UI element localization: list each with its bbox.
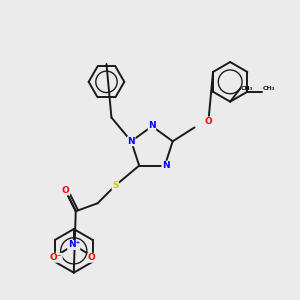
Text: O: O — [62, 186, 70, 195]
Text: O: O — [88, 253, 95, 262]
Text: N: N — [162, 161, 169, 170]
Text: N⁺: N⁺ — [68, 240, 80, 249]
Text: N: N — [128, 137, 135, 146]
Text: CH₃: CH₃ — [241, 86, 254, 91]
Text: N: N — [148, 121, 156, 130]
Text: S: S — [112, 181, 119, 190]
Text: O: O — [205, 117, 212, 126]
Text: CH₃: CH₃ — [263, 86, 276, 91]
Text: O⁻: O⁻ — [50, 253, 62, 262]
